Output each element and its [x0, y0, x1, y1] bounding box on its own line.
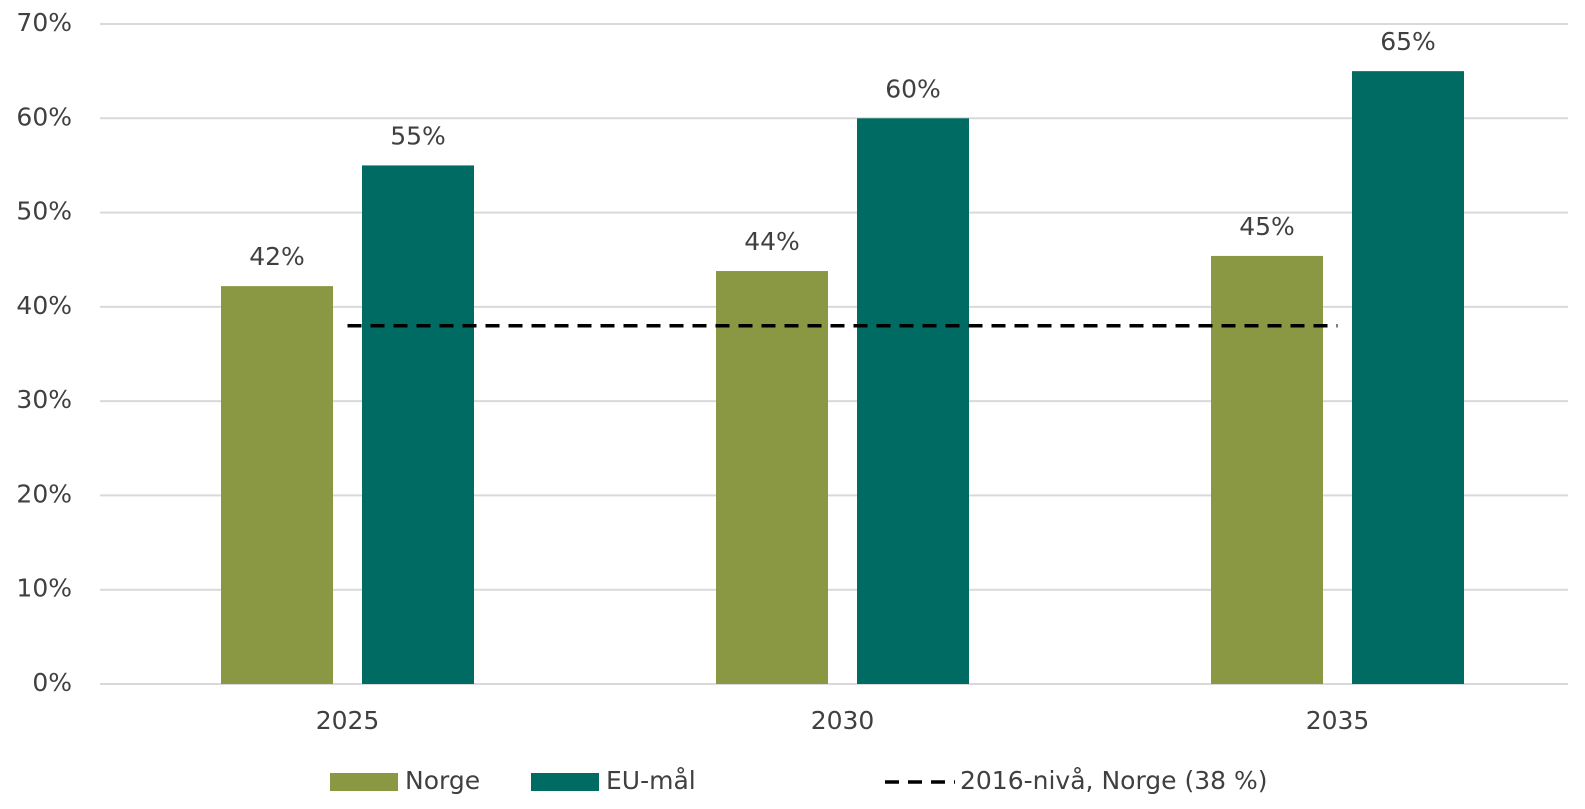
y-tick-label: 0%	[32, 668, 72, 697]
bar	[857, 118, 969, 685]
legend-label: EU-mål	[606, 766, 696, 795]
x-tick-label: 2025	[316, 706, 380, 735]
y-tick-label: 40%	[16, 291, 72, 320]
data-label: 55%	[390, 121, 446, 150]
data-label: 45%	[1239, 212, 1295, 241]
y-tick-label: 50%	[16, 197, 72, 226]
data-label: 44%	[744, 227, 800, 256]
x-tick-label: 2030	[811, 706, 875, 735]
y-tick-label: 30%	[16, 385, 72, 414]
x-tick-label: 2035	[1306, 706, 1370, 735]
legend-label: 2016-nivå, Norge (38 %)	[960, 766, 1268, 795]
bar	[1211, 255, 1323, 684]
data-label: 60%	[885, 74, 941, 103]
y-tick-label: 60%	[16, 102, 72, 131]
legend-swatch	[531, 773, 599, 791]
bar	[716, 271, 828, 684]
y-tick-label: 20%	[16, 479, 72, 508]
data-label: 65%	[1380, 27, 1436, 56]
y-tick-label: 70%	[16, 8, 72, 37]
bar	[221, 286, 333, 684]
legend-swatch	[330, 773, 398, 791]
y-tick-label: 10%	[16, 574, 72, 603]
data-label: 42%	[249, 242, 305, 271]
legend-label: Norge	[405, 766, 480, 795]
bar	[362, 165, 474, 684]
bar	[1352, 71, 1464, 684]
